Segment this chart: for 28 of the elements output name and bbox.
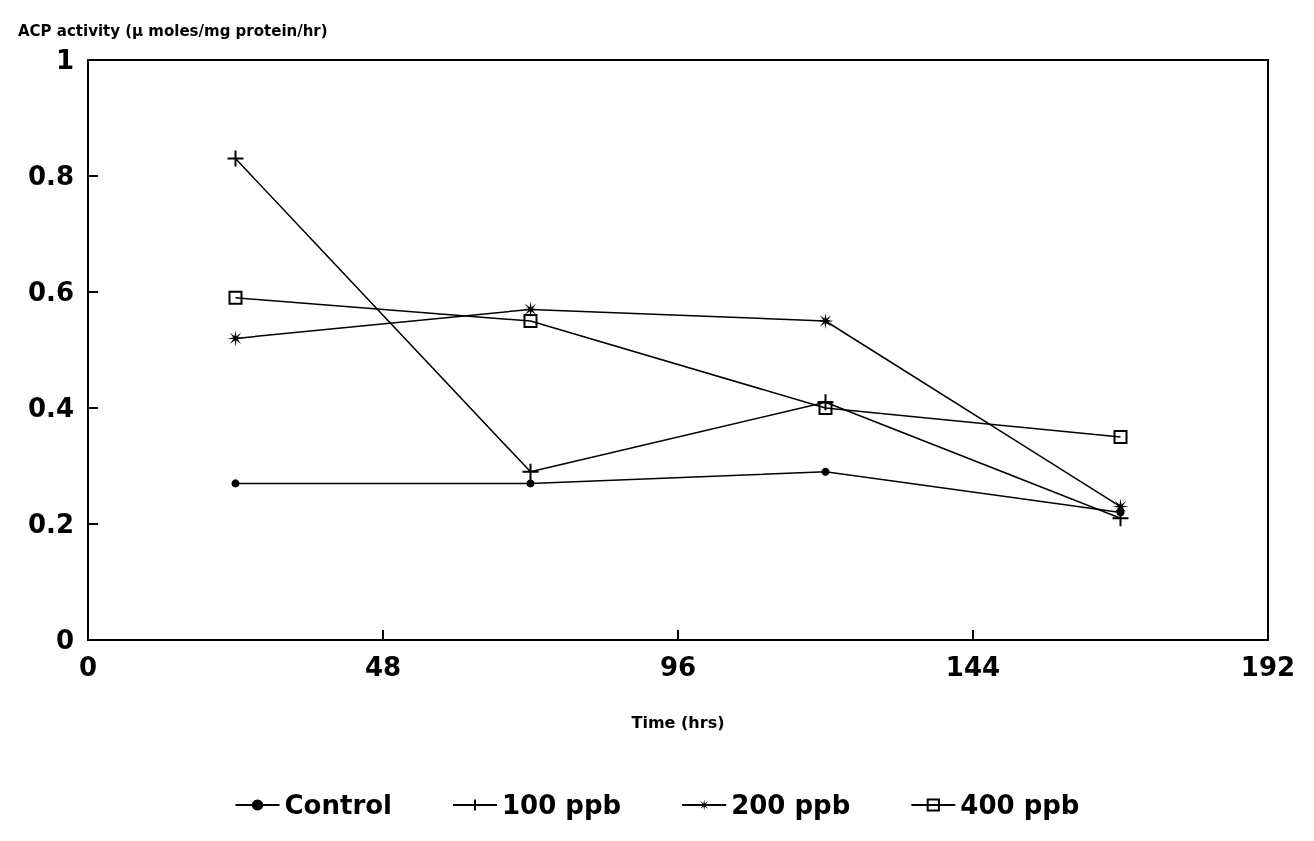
point bbox=[226, 149, 245, 168]
y-tick-label: 0 bbox=[55, 625, 74, 655]
point bbox=[523, 314, 538, 328]
x-tick-label: 0 bbox=[78, 652, 98, 682]
legend-label: 200 ppb bbox=[731, 790, 851, 820]
point bbox=[231, 479, 240, 488]
legend-label: 400 ppb bbox=[960, 790, 1080, 820]
point bbox=[228, 290, 243, 305]
x-tick-label: 48 bbox=[364, 652, 402, 682]
point bbox=[816, 393, 835, 412]
point bbox=[227, 330, 244, 347]
x-tick-label: 144 bbox=[945, 652, 1001, 682]
y-tick-label: 0.2 bbox=[27, 509, 74, 539]
point bbox=[1113, 430, 1128, 444]
y-tick-label: 1 bbox=[55, 45, 74, 75]
y-tick-label: 0.4 bbox=[27, 393, 74, 423]
y-tick-label: 0.8 bbox=[27, 161, 74, 191]
legend-label: Control bbox=[284, 790, 393, 820]
y-axis-title: ACP activity (μ moles/mg protein/hr) bbox=[18, 21, 328, 40]
point bbox=[526, 479, 535, 488]
x-tick-label: 192 bbox=[1240, 652, 1296, 682]
x-axis-title: Time (hrs) bbox=[631, 712, 725, 732]
point bbox=[818, 401, 833, 415]
y-tick-label: 0.6 bbox=[27, 277, 74, 307]
point bbox=[821, 467, 830, 476]
point bbox=[521, 462, 540, 481]
x-tick-label: 96 bbox=[659, 652, 697, 682]
legend-label: 100 ppb bbox=[502, 790, 622, 820]
